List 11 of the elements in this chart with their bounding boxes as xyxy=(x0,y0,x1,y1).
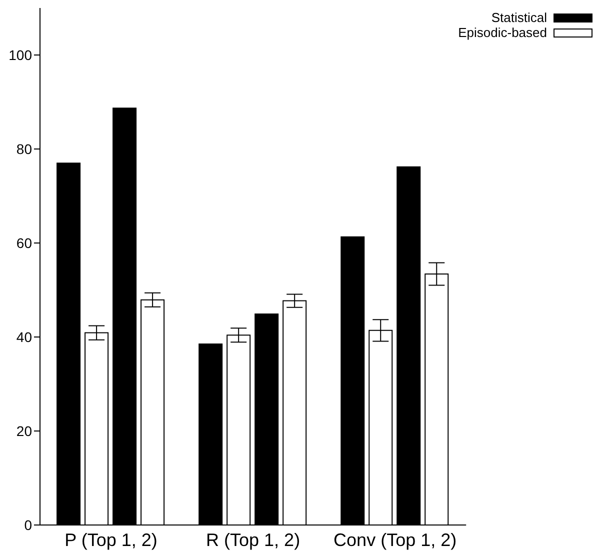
x-tick-label: Conv (Top 1, 2) xyxy=(334,530,457,550)
legend-label: Episodic-based xyxy=(458,25,547,40)
legend-label: Statistical xyxy=(491,10,547,25)
y-tick-label: 100 xyxy=(8,46,32,63)
y-tick-label: 80 xyxy=(16,140,32,157)
y-tick-label: 60 xyxy=(16,234,32,251)
y-tick-label: 40 xyxy=(16,328,32,345)
x-tick-label: P (Top 1, 2) xyxy=(64,530,158,550)
x-tick-label: R (Top 1, 2) xyxy=(206,530,300,550)
y-tick-label: 0 xyxy=(24,516,32,533)
y-tick-label: 20 xyxy=(16,422,32,439)
